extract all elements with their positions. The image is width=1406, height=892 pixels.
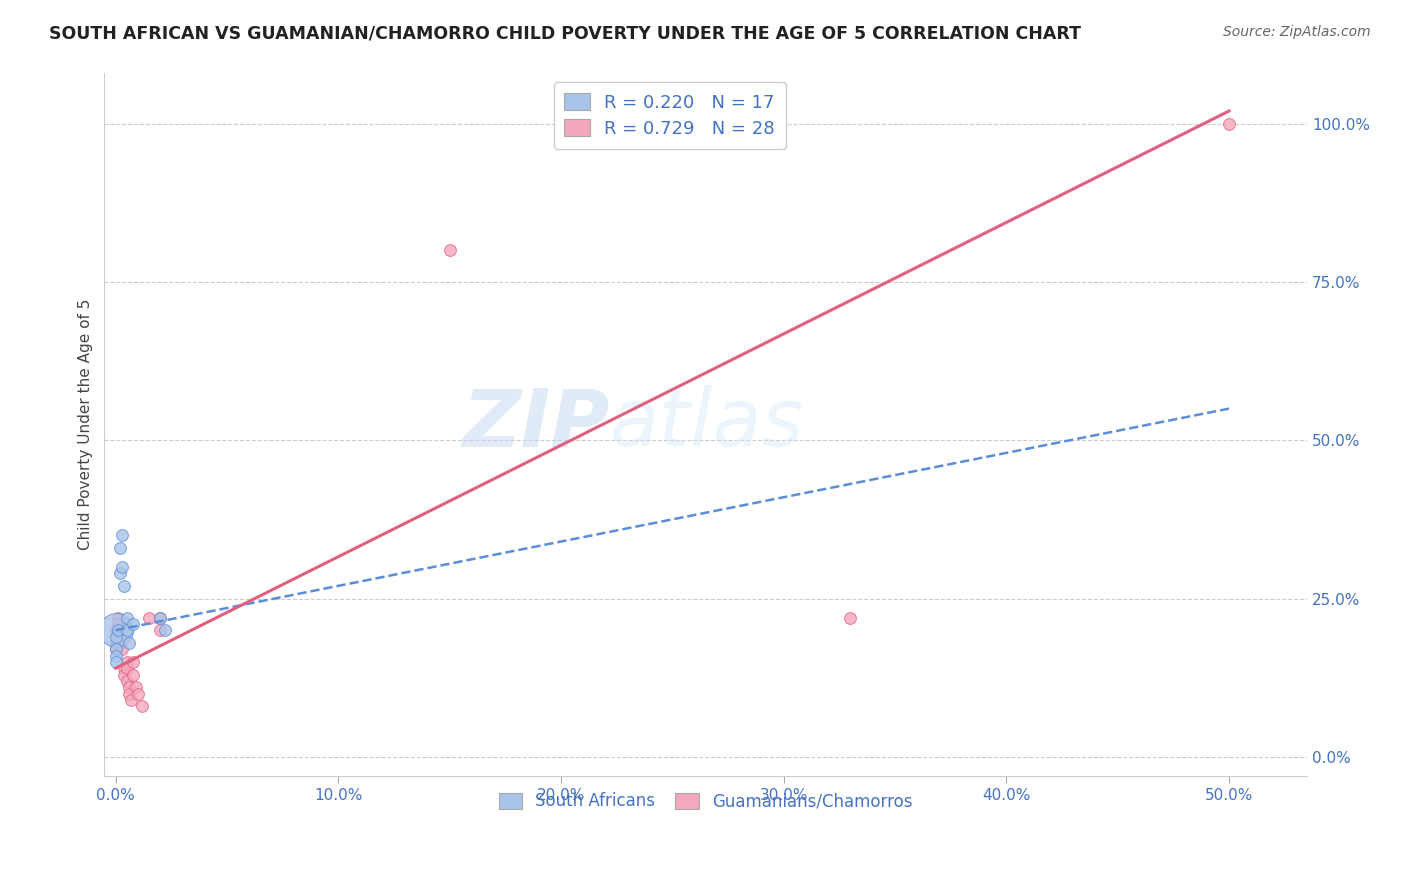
Point xyxy=(112,579,135,593)
Point xyxy=(104,624,127,638)
Point xyxy=(115,624,138,638)
Legend: South Africans, Guamanians/Chamorros: South Africans, Guamanians/Chamorros xyxy=(489,782,922,821)
Text: SOUTH AFRICAN VS GUAMANIAN/CHAMORRO CHILD POVERTY UNDER THE AGE OF 5 CORRELATION: SOUTH AFRICAN VS GUAMANIAN/CHAMORRO CHIL… xyxy=(49,25,1081,43)
Text: ZIP: ZIP xyxy=(463,385,610,464)
Point xyxy=(127,686,149,700)
Point xyxy=(104,648,127,663)
Point xyxy=(104,642,127,657)
Point xyxy=(149,610,172,624)
Point xyxy=(118,636,141,650)
Point xyxy=(118,680,141,694)
Point xyxy=(122,655,145,669)
Point xyxy=(131,699,153,714)
Point xyxy=(104,655,127,669)
Text: Source: ZipAtlas.com: Source: ZipAtlas.com xyxy=(1223,25,1371,39)
Point xyxy=(122,667,145,681)
Point xyxy=(111,624,134,638)
Point xyxy=(120,693,142,707)
Point xyxy=(112,667,135,681)
Point xyxy=(118,686,141,700)
Point xyxy=(108,636,131,650)
Point xyxy=(115,655,138,669)
Point xyxy=(107,624,129,638)
Point xyxy=(104,642,127,657)
Point xyxy=(115,610,138,624)
Point xyxy=(104,624,127,638)
Text: atlas: atlas xyxy=(610,385,804,464)
Point xyxy=(108,541,131,555)
Y-axis label: Child Poverty Under the Age of 5: Child Poverty Under the Age of 5 xyxy=(79,299,93,550)
Point xyxy=(111,560,134,574)
Point xyxy=(839,610,862,624)
Point xyxy=(115,673,138,688)
Point xyxy=(124,680,146,694)
Point xyxy=(108,566,131,581)
Point xyxy=(112,661,135,675)
Point xyxy=(138,610,160,624)
Point xyxy=(104,630,127,644)
Point xyxy=(149,624,172,638)
Point xyxy=(1218,117,1240,131)
Point xyxy=(107,610,129,624)
Point xyxy=(111,528,134,542)
Point xyxy=(115,661,138,675)
Point xyxy=(153,624,176,638)
Point xyxy=(439,244,461,258)
Point xyxy=(122,616,145,631)
Point xyxy=(149,610,172,624)
Point xyxy=(111,642,134,657)
Point xyxy=(108,630,131,644)
Point xyxy=(104,636,127,650)
Point xyxy=(107,616,129,631)
